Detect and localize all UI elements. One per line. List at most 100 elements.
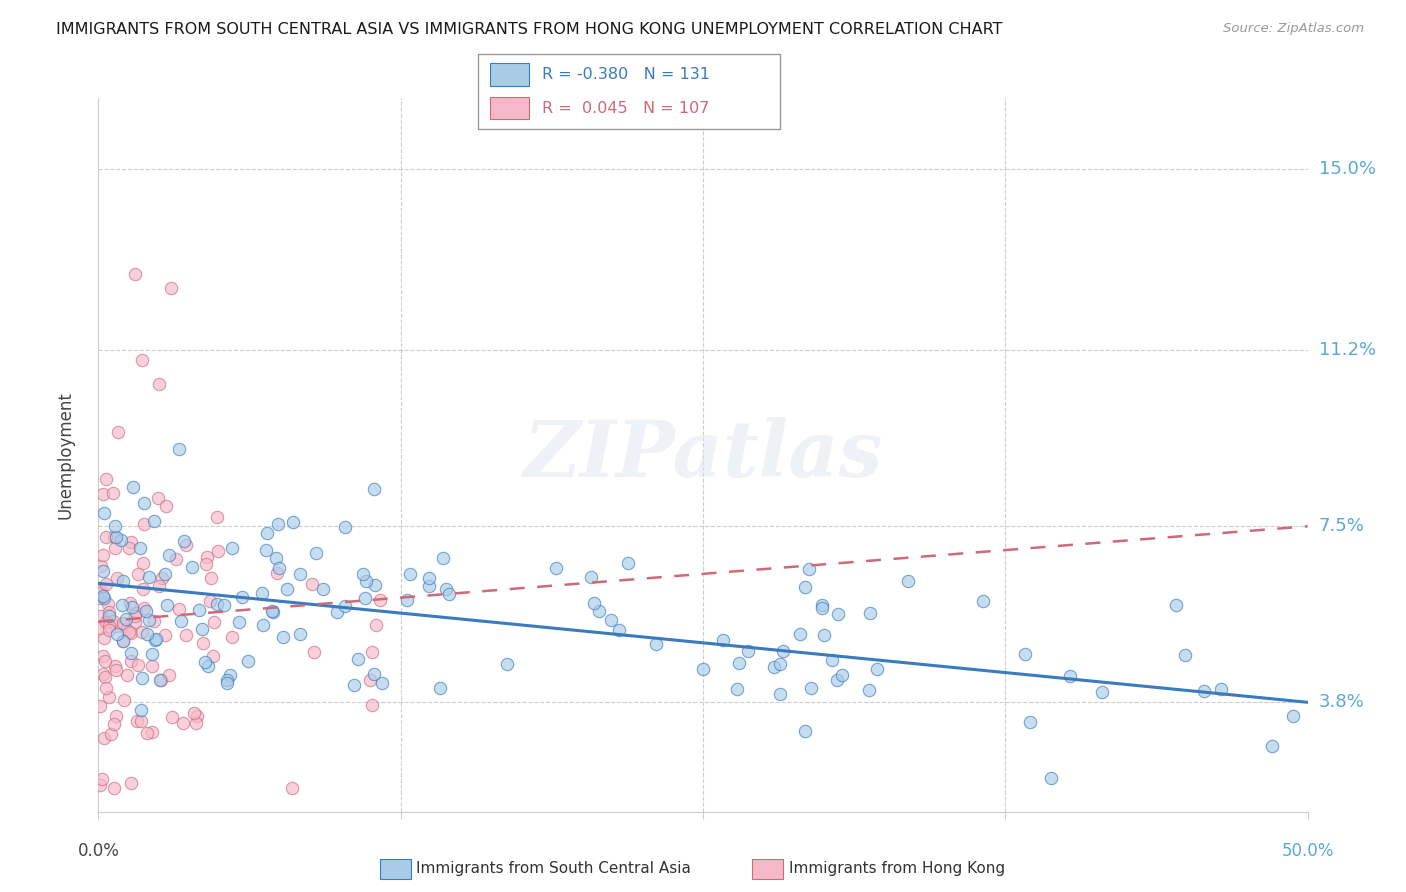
- Point: [276, 582, 298, 597]
- Point: [136, 627, 159, 641]
- Point: [711, 633, 734, 648]
- Text: R = -0.380   N = 131: R = -0.380 N = 131: [541, 67, 710, 82]
- Point: [107, 425, 129, 439]
- Point: [1039, 772, 1062, 786]
- Point: [252, 585, 274, 599]
- Point: [312, 582, 335, 596]
- Point: [131, 671, 153, 685]
- Point: [174, 628, 197, 642]
- Point: [692, 662, 714, 676]
- Point: [150, 673, 173, 687]
- Point: [769, 657, 792, 672]
- Point: [141, 724, 163, 739]
- Point: [138, 570, 160, 584]
- Point: [155, 499, 177, 513]
- Point: [93, 731, 115, 746]
- Point: [221, 541, 243, 555]
- Point: [1174, 648, 1197, 663]
- Point: [202, 615, 225, 629]
- Point: [90, 558, 112, 573]
- Point: [90, 609, 112, 624]
- Point: [111, 615, 134, 630]
- Point: [174, 538, 197, 552]
- Point: [169, 602, 191, 616]
- Point: [120, 534, 142, 549]
- Point: [167, 442, 190, 457]
- Point: [103, 659, 125, 673]
- Point: [434, 582, 457, 596]
- Point: [264, 550, 287, 565]
- Text: 3.8%: 3.8%: [1319, 693, 1364, 711]
- Point: [121, 646, 143, 660]
- Point: [112, 634, 135, 648]
- Point: [114, 612, 136, 626]
- Point: [183, 706, 205, 720]
- Point: [1192, 684, 1215, 698]
- Point: [579, 570, 602, 584]
- Point: [103, 717, 125, 731]
- Point: [91, 589, 114, 603]
- Point: [352, 567, 374, 582]
- Point: [107, 627, 129, 641]
- Point: [725, 681, 748, 696]
- Text: 11.2%: 11.2%: [1319, 342, 1376, 359]
- Point: [97, 597, 120, 611]
- Point: [148, 376, 170, 391]
- Point: [302, 645, 325, 659]
- Point: [110, 533, 132, 548]
- Point: [91, 772, 114, 786]
- Point: [221, 631, 243, 645]
- Point: [897, 574, 920, 588]
- Point: [546, 561, 568, 575]
- Point: [360, 698, 382, 712]
- Point: [827, 607, 849, 622]
- Point: [972, 593, 994, 607]
- Point: [153, 628, 176, 642]
- Text: R =  0.045   N = 107: R = 0.045 N = 107: [541, 101, 709, 116]
- Point: [97, 609, 120, 624]
- Point: [103, 486, 125, 500]
- Point: [97, 618, 120, 632]
- Point: [124, 615, 146, 630]
- Point: [129, 714, 152, 728]
- Point: [93, 506, 115, 520]
- Point: [281, 780, 304, 795]
- Point: [789, 627, 811, 641]
- Point: [129, 541, 152, 555]
- Point: [100, 727, 122, 741]
- Point: [772, 644, 794, 658]
- Point: [94, 654, 117, 668]
- Point: [195, 557, 218, 571]
- Point: [418, 570, 440, 584]
- Point: [769, 687, 792, 701]
- Point: [117, 668, 139, 682]
- Text: 0.0%: 0.0%: [77, 842, 120, 860]
- Point: [89, 621, 111, 635]
- Point: [810, 598, 832, 612]
- Point: [98, 605, 121, 619]
- Point: [266, 566, 288, 580]
- Text: Source: ZipAtlas.com: Source: ZipAtlas.com: [1223, 22, 1364, 36]
- Point: [811, 601, 834, 615]
- Point: [600, 613, 623, 627]
- Point: [105, 663, 128, 677]
- Point: [800, 681, 823, 696]
- Point: [103, 530, 125, 544]
- Text: Immigrants from South Central Asia: Immigrants from South Central Asia: [416, 862, 692, 876]
- Point: [186, 715, 208, 730]
- Point: [214, 599, 236, 613]
- Point: [125, 714, 148, 728]
- Bar: [491, 96, 530, 120]
- Point: [1014, 647, 1036, 661]
- Point: [1209, 681, 1232, 696]
- Point: [127, 658, 149, 673]
- Point: [607, 623, 630, 637]
- Point: [396, 593, 419, 607]
- Point: [398, 567, 420, 582]
- Point: [125, 607, 148, 621]
- Text: Immigrants from Hong Kong: Immigrants from Hong Kong: [789, 862, 1005, 876]
- Point: [343, 678, 366, 692]
- Point: [368, 593, 391, 607]
- Point: [153, 567, 176, 582]
- Text: 7.5%: 7.5%: [1319, 517, 1365, 535]
